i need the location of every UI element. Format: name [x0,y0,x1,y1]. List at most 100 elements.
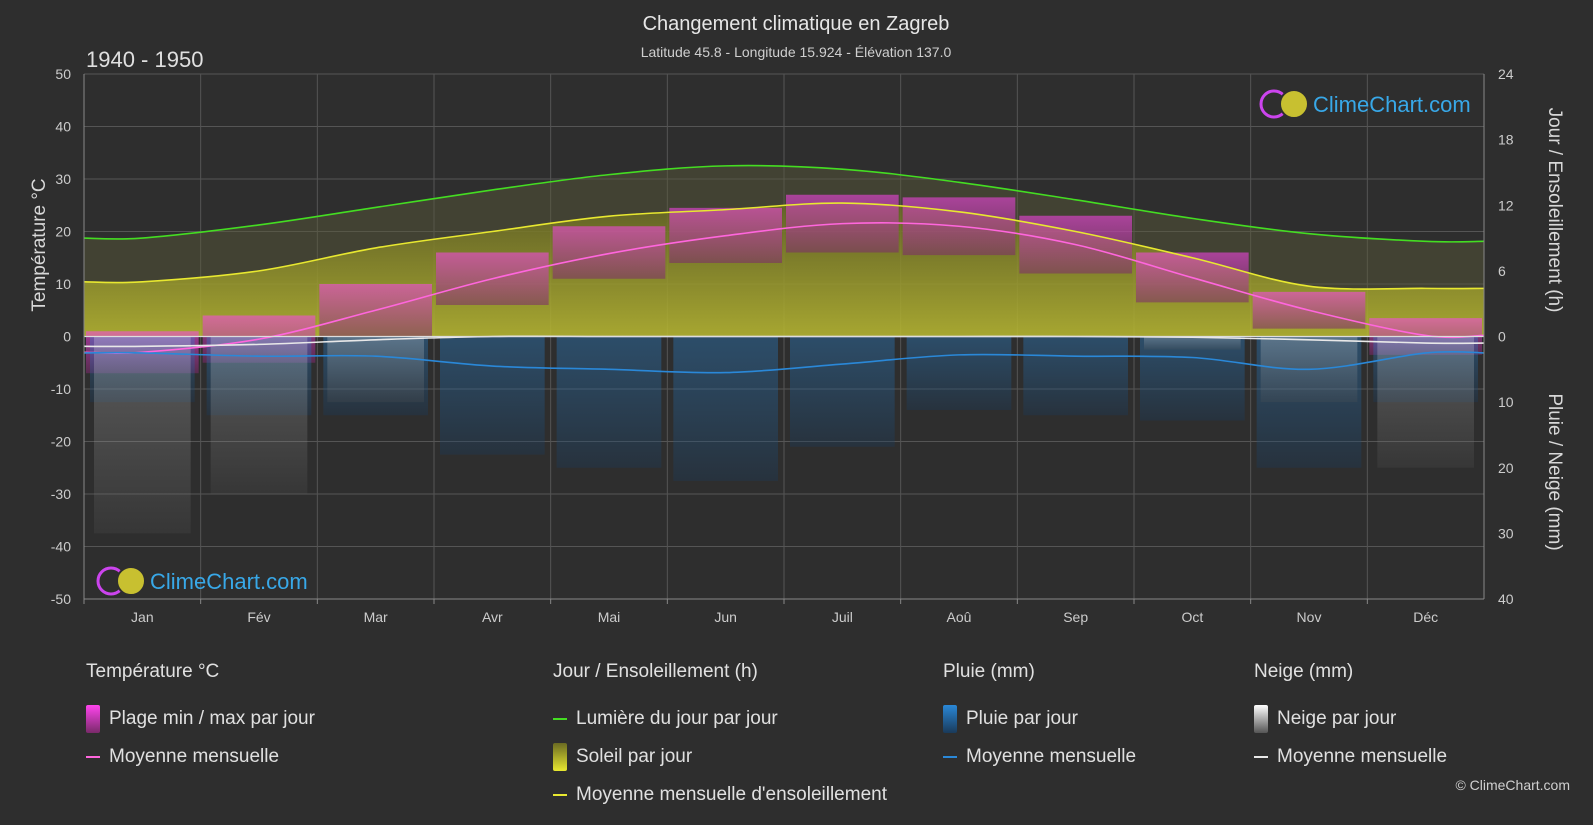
legend-snow-mean-label: Moyenne mensuelle [1277,746,1448,767]
month-label: Mai [598,609,621,625]
left-tick-label: -50 [51,591,71,607]
month-label: Juil [832,609,853,625]
right-bottom-axis-title: Pluie / Neige (mm) [1544,393,1565,550]
legend-item-temp-mean: Moyenne mensuelle [86,738,315,776]
snow-bar [1144,336,1241,350]
left-tick-label: 20 [55,224,71,240]
rain-bar [1140,336,1245,421]
legend-rain: Pluie (mm) Pluie par jour Moyenne mensue… [943,660,1136,776]
legend-temperature-title: Température °C [86,661,220,682]
left-tick-label: -30 [51,486,71,502]
legend-sun-title: Jour / Ensoleillement (h) [553,661,758,682]
legend-item-rain-mean: Moyenne mensuelle [943,738,1136,776]
left-tick-label: -20 [51,434,71,450]
rain-mean-line [83,350,1485,374]
rain-mean-swatch [943,756,957,758]
left-tick-label: 10 [55,276,71,292]
rain-bar [906,336,1012,410]
right-top-axis-title: Jour / Ensoleillement (h) [1544,108,1565,313]
right-top-tick-label: 24 [1498,66,1514,82]
logo-text-bottom: ClimeChart.com [150,569,308,594]
legend-item-snow: Neige par jour [1254,700,1447,738]
copyright: © ClimeChart.com [1455,777,1570,793]
right-top-tick-label: 6 [1498,263,1506,279]
logo-sun-icon [1279,89,1309,119]
month-label: Déc [1413,609,1438,625]
temp-mean-swatch [86,756,100,758]
snow-bar [1377,336,1474,468]
legend-rain-mean-label: Moyenne mensuelle [966,746,1137,767]
left-tick-label: 40 [55,119,71,135]
legend-item-rain: Pluie par jour [943,700,1136,738]
legend-item-snow-mean: Moyenne mensuelle [1254,738,1447,776]
left-tick-label: 0 [63,329,71,345]
right-bottom-tick-label: 40 [1498,591,1514,607]
legend-rain-title: Pluie (mm) [943,661,1035,682]
left-tick-label: -40 [51,539,71,555]
legend-snow-label: Neige par jour [1277,708,1397,729]
snow-mean-swatch [1254,756,1268,758]
legend-temp-range-label: Plage min / max par jour [109,708,315,729]
month-label: Oct [1181,609,1203,625]
daylight-line [83,164,1485,243]
daylight-swatch [553,718,567,720]
left-axis-title: Température °C [29,178,50,311]
rain-bar [790,336,895,447]
logo-text-top: ClimeChart.com [1313,92,1471,117]
month-label: Jan [131,609,154,625]
snow-bar [94,336,191,534]
legend-item-daylight: Lumière du jour par jour [553,700,887,738]
rain-swatch [943,705,957,733]
legend-item-temp-range: Plage min / max par jour [86,700,315,738]
rain-bar [673,336,778,481]
month-label: Nov [1297,609,1322,625]
rain-bar [440,336,545,455]
rain-bar [1023,336,1128,416]
snow-swatch [1254,705,1268,733]
legend-temp-mean-label: Moyenne mensuelle [109,746,280,767]
right-bottom-tick-label: 20 [1498,460,1514,476]
month-label: Fév [247,609,270,625]
right-top-tick-label: 0 [1498,329,1506,345]
legend-sunshine-mean-label: Moyenne mensuelle d'ensoleillement [576,784,887,805]
sunshine-area [84,203,1484,337]
right-bottom-tick-label: 30 [1498,525,1514,541]
sunshine-mean-swatch [553,794,567,796]
chart-subtitle: Latitude 45.8 - Longitude 15.924 - Éléva… [641,44,952,60]
left-tick-label: -10 [51,381,71,397]
month-label: Avr [482,609,503,625]
temp-mean-line [83,222,1485,355]
legend-item-sunshine-mean: Moyenne mensuelle d'ensoleillement [553,776,887,814]
legend-temperature: Température °C Plage min / max par jour … [86,660,315,776]
month-label: Sep [1063,609,1088,625]
month-label: Mar [364,609,388,625]
legend-sunshine-label: Soleil par jour [576,746,693,767]
legend-sun: Jour / Ensoleillement (h) Lumière du jou… [553,660,887,814]
legend-snow-title: Neige (mm) [1254,661,1354,682]
month-label: Aoû [947,609,972,625]
legend-item-sunshine: Soleil par jour [553,738,887,776]
right-top-tick-label: 18 [1498,132,1514,148]
legend-daylight-label: Lumière du jour par jour [576,708,778,729]
logo-sun-icon-bottom [116,566,146,596]
logo-bottom: ClimeChart.com [96,566,308,596]
month-label: Jun [714,609,737,625]
left-tick-label: 30 [55,171,71,187]
sunshine-swatch [553,743,567,771]
legend-rain-label: Pluie par jour [966,708,1078,729]
temp-range-bar [552,226,666,279]
rain-bar [556,336,662,468]
chart-title: Changement climatique en Zagreb [643,13,950,35]
sunshine-mean-line [83,202,1485,290]
right-top-tick-label: 12 [1498,197,1514,213]
logo-top: ClimeChart.com [1259,89,1471,119]
snow-bar [210,336,308,494]
temp-range-swatch [86,705,100,733]
right-bottom-tick-label: 10 [1498,394,1514,410]
axes: 50 40 30 20 10 0 -10 -20 -30 -40 -50 24 18 12 6 0 10 20 30… [51,66,1514,625]
period-label: 1940 - 1950 [86,47,203,72]
snow-bar [327,336,424,403]
legend-snow: Neige (mm) Neige par jour Moyenne mensue… [1254,660,1447,776]
legend: Température °C Plage min / max par jour … [0,660,1593,810]
